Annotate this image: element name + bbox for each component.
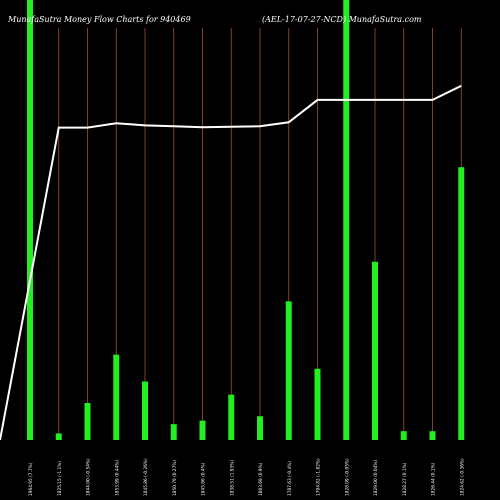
money-flow-bar [142,381,148,440]
x-tick-label: 1794.82 (-1.82%) [316,458,322,496]
money-flow-bar [314,368,321,440]
money-flow-bar [170,424,177,440]
chart-title: MunafaSutra Money Flow Charts for 940469 [7,15,191,24]
x-tick-label: 1845.86 (0.4%) [201,462,207,496]
x-tick-label: 1825.15 (-1.1%) [57,461,63,496]
money-flow-bar [27,0,33,440]
x-tick-label: 1826.44 (0.1%) [431,462,437,496]
chart-subtitle: (AEL-17-07-27-NCD) MunafaSutra.com [262,15,422,24]
money-flow-bar [228,394,235,440]
x-tick-label: 1829.00 (0.04%) [373,460,379,496]
money-flow-bar [343,0,350,440]
money-flow-bar [257,416,263,440]
x-axis-tick-labels: 1964.95 (7.7%) 1825.15 (-1.1%) 1844.00 (-0… [28,458,465,496]
money-flow-bar [113,354,120,440]
x-tick-label: 1845.86 (-0.26%) [143,458,149,496]
money-flow-bar [400,431,407,440]
money-flow-bar [458,167,465,440]
price-line-path [0,84,462,441]
money-flow-bar [285,301,292,440]
x-tick-label: 1787.63 (-0.4%) [287,461,293,496]
x-tick-label: 1964.95 (7.7%) [28,462,34,496]
x-tick-label: 1828.09 (-0.05%) [344,458,350,496]
x-tick-label: 1828.27 (0.1%) [402,462,408,496]
money-flow-bar [84,403,91,440]
x-tick-label: 1844.00 (-0.54%) [86,458,92,496]
money-flow-bar [372,261,378,440]
money-flow-bars [27,0,465,440]
x-tick-label: 1838.51 (1.93%) [229,460,235,496]
money-flow-bar [55,433,62,440]
money-flow-bar [429,431,436,440]
x-tick-label: 1853.99 (0.44%) [114,460,120,496]
x-tick-label: 1803.69 (0.9%) [258,462,264,496]
x-tick-label: 1824.62 (-0.36%) [459,458,465,496]
price-line [0,84,462,441]
x-tick-label: 1850.79 (0.27%) [172,460,178,496]
money-flow-bar [199,420,206,440]
